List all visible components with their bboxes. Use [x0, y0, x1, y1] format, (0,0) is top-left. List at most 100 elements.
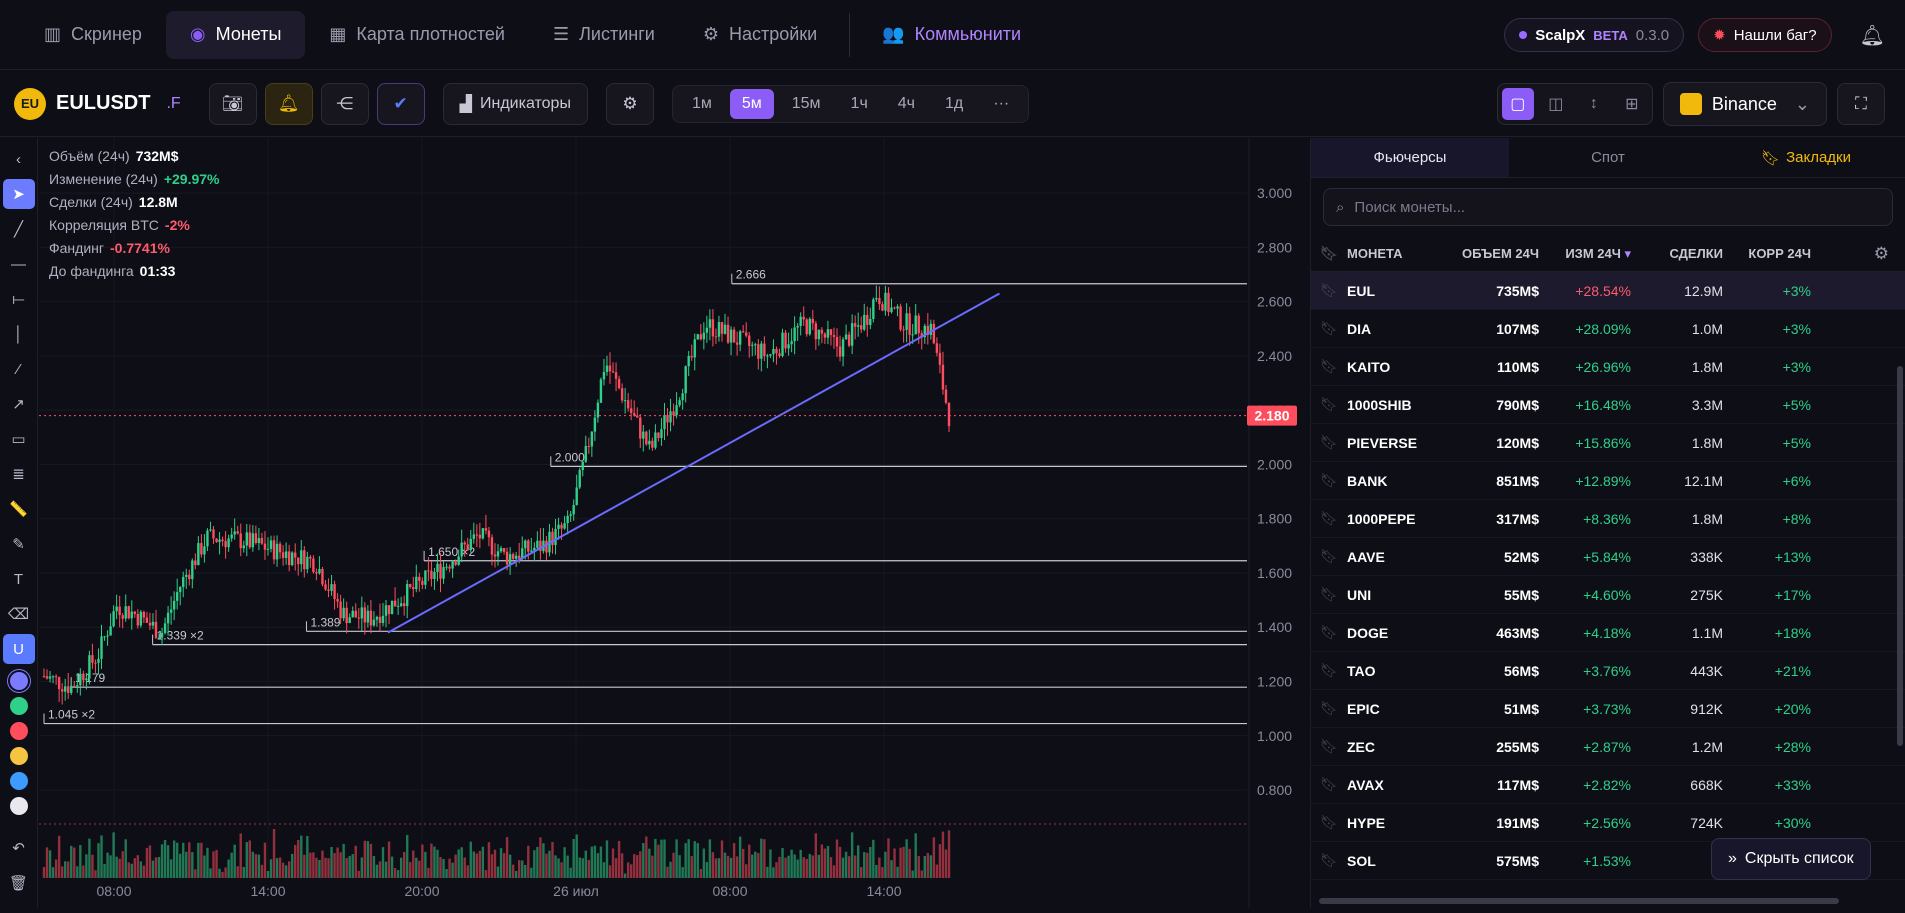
- chart-canvas[interactable]: 3.0002.8002.6002.4002.2002.0001.8001.600…: [39, 138, 1309, 908]
- bookmark-icon[interactable]: 🔖︎: [1320, 320, 1338, 336]
- trash-icon[interactable]: 🗑: [8, 875, 29, 892]
- col-coin[interactable]: МОНЕТА: [1347, 246, 1403, 261]
- exchange-selector[interactable]: Binance ⌄: [1662, 82, 1827, 126]
- table-row[interactable]: 🔖︎ EUL 735M$ +28.54% 12.9M +3%: [1311, 272, 1905, 310]
- color-swatch-0[interactable]: [9, 672, 28, 690]
- bookmark-icon[interactable]: 🔖︎: [1320, 624, 1338, 640]
- color-swatch-1[interactable]: [9, 697, 28, 715]
- table-row[interactable]: 🔖︎ UNI 55M$ +4.60% 275K +17%: [1311, 576, 1905, 614]
- rectangle-icon[interactable]: ▭: [11, 431, 26, 448]
- bookmark-icon[interactable]: 🔖︎: [1320, 852, 1338, 868]
- chevron-left-icon[interactable]: ‹: [16, 150, 21, 168]
- bookmark-icon[interactable]: 🔖︎: [1320, 510, 1338, 526]
- bookmark-icon[interactable]: 🔖︎: [1320, 586, 1338, 602]
- table-row[interactable]: 🔖︎ DIA 107M$ +28.09% 1.0M +3%: [1311, 310, 1905, 348]
- table-row[interactable]: 🔖︎ PIEVERSE 120M$ +15.86% 1.8M +5%: [1311, 424, 1905, 462]
- tab-futures[interactable]: Фьючерсы: [1311, 138, 1509, 177]
- cursor-icon[interactable]: ➤: [2, 179, 35, 209]
- table-row[interactable]: 🔖︎ 1000SHIB 790M$ +16.48% 3.3M +5%: [1311, 386, 1905, 424]
- col-correlation[interactable]: КОРР 24Ч: [1748, 246, 1811, 261]
- timeframe-3[interactable]: 1ч: [850, 94, 868, 112]
- table-row[interactable]: 🔖︎ ZEC 255M$ +2.87% 1.2M +28%: [1311, 728, 1905, 766]
- table-row[interactable]: 🔖︎ TAO 56M$ +3.76% 443K +21%: [1311, 652, 1905, 690]
- bookmark-icon[interactable]: 🔖︎: [1320, 282, 1338, 298]
- alert-button[interactable]: 🔔︎: [264, 82, 313, 125]
- vertical-scrollbar[interactable]: [1897, 366, 1903, 746]
- timeframe-0[interactable]: 1м: [691, 94, 712, 112]
- share-button[interactable]: ⋲: [320, 82, 369, 125]
- volume-bar: [611, 848, 615, 878]
- color-swatch-3[interactable]: [9, 747, 28, 765]
- tab-community[interactable]: 👥 Коммьюнити: [882, 24, 1022, 44]
- app-version-badge[interactable]: ScalpX BETA 0.3.0: [1504, 18, 1685, 52]
- table-settings-gear-icon[interactable]: ⚙: [1873, 244, 1889, 263]
- timeframe-1[interactable]: 5м: [729, 88, 774, 119]
- indicators-button[interactable]: ▟ Индикаторы: [442, 82, 588, 125]
- layout-vertical-icon[interactable]: ↕: [1589, 95, 1598, 112]
- hide-list-button[interactable]: » Скрыть список: [1711, 838, 1871, 880]
- bookmark-icon[interactable]: 🔖︎: [1320, 738, 1338, 754]
- layout-split-icon[interactable]: ◫: [1548, 96, 1564, 113]
- bookmark-icon[interactable]: 🔖︎: [1320, 548, 1338, 564]
- tab-settings[interactable]: ⚙ Настройки: [702, 24, 818, 44]
- layout-single-icon[interactable]: ▢: [1501, 88, 1534, 120]
- bookmark-icon[interactable]: 🔖︎: [1320, 434, 1338, 450]
- magnet-icon[interactable]: U: [2, 634, 35, 664]
- timeframe-4[interactable]: 4ч: [897, 94, 916, 112]
- horizontal-ray-icon[interactable]: ⟝: [12, 290, 25, 308]
- text-icon[interactable]: T: [13, 570, 24, 588]
- vertical-line-icon[interactable]: │: [13, 325, 24, 343]
- tab-spot[interactable]: Спот: [1591, 149, 1625, 166]
- tab-listings[interactable]: ☰ Листинги: [552, 24, 655, 44]
- eraser-icon[interactable]: ⌫: [7, 606, 30, 623]
- table-row[interactable]: 🔖︎ SOL 575M$ +1.53%: [1311, 842, 1905, 880]
- chart-settings-button[interactable]: ⚙: [605, 82, 654, 125]
- col-change[interactable]: ИЗМ 24Ч ▾: [1565, 245, 1631, 261]
- bookmark-icon[interactable]: 🔖︎: [1320, 776, 1338, 792]
- table-row[interactable]: 🔖︎ HYPE 191M$ +2.56% 724K +30%: [1311, 804, 1905, 842]
- search-input[interactable]: [1354, 198, 1835, 216]
- col-volume[interactable]: ОБЪЕМ 24Ч: [1462, 246, 1539, 261]
- bookmark-icon[interactable]: 🔖︎: [1320, 814, 1338, 830]
- table-row[interactable]: 🔖︎ DOGE 463M$ +4.18% 1.1M +18%: [1311, 614, 1905, 652]
- table-row[interactable]: 🔖︎ BANK 851M$ +12.89% 12.1M +6%: [1311, 462, 1905, 500]
- bookmark-icon[interactable]: 🔖︎: [1320, 472, 1338, 488]
- horizontal-scrollbar[interactable]: [1319, 898, 1839, 904]
- screenshot-button[interactable]: 📷︎: [208, 82, 257, 125]
- tab-density-map[interactable]: ▦ Карта плотностей: [329, 24, 505, 44]
- table-row[interactable]: 🔖︎ EPIC 51M$ +3.73% 912K +20%: [1311, 690, 1905, 728]
- report-bug-button[interactable]: ✹ Нашли баг?: [1698, 18, 1832, 52]
- horizontal-line-icon[interactable]: —: [11, 255, 26, 273]
- color-swatch-4[interactable]: [9, 772, 28, 790]
- tab-coins[interactable]: ◉ Монеты: [165, 10, 306, 59]
- ruler-icon[interactable]: 📏: [9, 501, 28, 518]
- table-row[interactable]: 🔖︎ KAITO 110M$ +26.96% 1.8M +3%: [1311, 348, 1905, 386]
- bookmark-icon[interactable]: 🔖︎: [1320, 700, 1338, 716]
- tab-screener[interactable]: ▥ Скринер: [44, 24, 142, 44]
- timeframe-2[interactable]: 15м: [791, 94, 821, 112]
- undo-icon[interactable]: ↶: [12, 840, 25, 857]
- layout-grid-icon[interactable]: ⊞: [1625, 96, 1639, 113]
- timeframe-5[interactable]: 1д: [945, 94, 964, 112]
- bookmark-icon[interactable]: 🔖︎: [1320, 358, 1338, 374]
- col-deals[interactable]: СДЕЛКИ: [1669, 246, 1723, 261]
- bookmark-icon[interactable]: 🔖︎: [1320, 396, 1338, 412]
- brush-icon[interactable]: ✎: [12, 536, 25, 553]
- arrow-icon[interactable]: ↗: [12, 396, 25, 413]
- tab-bookmarks[interactable]: 🔖︎ Закладки: [1761, 149, 1851, 167]
- fib-levels-icon[interactable]: ≣: [12, 466, 25, 483]
- table-row[interactable]: 🔖︎ AAVE 52M$ +5.84% 338K +13%: [1311, 538, 1905, 576]
- ray-icon[interactable]: ⁄: [17, 360, 20, 378]
- color-swatch-2[interactable]: [9, 722, 28, 740]
- fullscreen-button[interactable]: ⛶: [1837, 83, 1885, 125]
- timeframe-6[interactable]: ···: [993, 94, 1010, 112]
- bookmark-icon[interactable]: 🔖︎: [1320, 662, 1338, 678]
- price-chart[interactable]: 3.0002.8002.6002.4002.2002.0001.8001.600…: [39, 138, 1309, 908]
- tradingview-button[interactable]: ✔: [376, 82, 425, 125]
- table-row[interactable]: 🔖︎ AVAX 117M$ +2.82% 668K +33%: [1311, 766, 1905, 804]
- trend-line-icon[interactable]: ╱: [13, 221, 24, 238]
- color-swatch-5[interactable]: [9, 797, 28, 815]
- table-row[interactable]: 🔖︎ 1000PEPE 317M$ +8.36% 1.8M +8%: [1311, 500, 1905, 538]
- symbol-name[interactable]: EULUSDT: [56, 92, 151, 114]
- notifications-bell-icon[interactable]: 🔔︎: [1859, 24, 1885, 47]
